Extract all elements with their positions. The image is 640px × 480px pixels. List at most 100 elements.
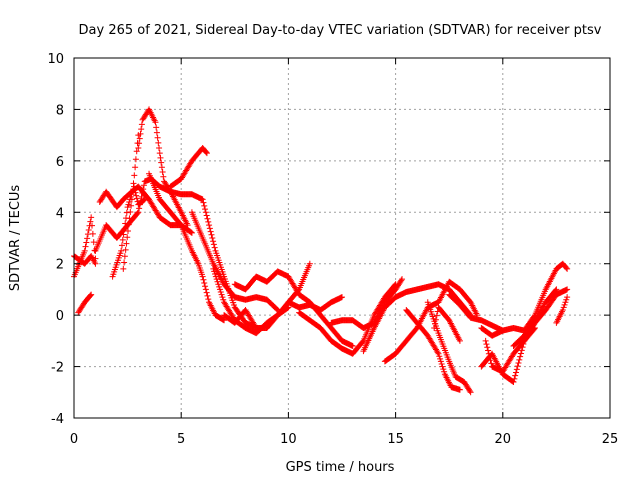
data-point xyxy=(284,305,291,312)
data-point xyxy=(138,126,145,133)
data-point xyxy=(119,236,126,243)
data-point xyxy=(136,140,143,147)
y-tick-label: 2 xyxy=(56,258,64,273)
data-point xyxy=(273,306,280,313)
data-point xyxy=(85,226,92,233)
data-point xyxy=(120,231,127,238)
data-point xyxy=(519,344,526,351)
data-point xyxy=(211,244,218,251)
x-axis-label: GPS time / hours xyxy=(286,460,395,475)
data-point xyxy=(121,259,128,266)
data-point xyxy=(89,222,96,229)
data-point xyxy=(205,218,212,225)
x-tick-label: 10 xyxy=(280,432,297,447)
data-point xyxy=(512,369,519,376)
data-point xyxy=(206,225,213,232)
chart-title: Day 265 of 2021, Sidereal Day-to-day VTE… xyxy=(79,23,602,38)
data-point xyxy=(118,242,125,249)
data-point xyxy=(440,366,447,373)
data-point xyxy=(431,325,438,331)
data-point xyxy=(160,173,167,180)
data-point xyxy=(157,154,164,161)
data-point xyxy=(434,349,441,356)
data-point xyxy=(118,247,125,254)
data-point xyxy=(122,220,129,227)
data-point xyxy=(120,265,127,272)
data-point xyxy=(123,240,130,247)
y-tick-label: -4 xyxy=(51,412,64,427)
y-tick-label: 4 xyxy=(56,206,64,221)
data-point xyxy=(133,192,140,199)
data-point xyxy=(203,212,210,219)
data-point xyxy=(559,307,566,313)
data-point xyxy=(399,276,406,283)
data-point xyxy=(90,239,97,246)
x-tick-label: 20 xyxy=(495,432,512,447)
data-point xyxy=(212,273,219,280)
data-point xyxy=(483,341,490,348)
data-point xyxy=(152,119,159,126)
data-point xyxy=(306,260,313,267)
data-point xyxy=(204,215,211,222)
data-point xyxy=(128,202,135,209)
data-point xyxy=(513,366,520,373)
data-point xyxy=(210,241,217,248)
data-point xyxy=(121,253,128,260)
data-point xyxy=(552,287,559,294)
data-point xyxy=(433,312,440,319)
data-point xyxy=(562,299,569,306)
data-point xyxy=(84,235,91,242)
data-point xyxy=(156,145,163,151)
data-point xyxy=(349,343,356,349)
data-point xyxy=(221,317,228,324)
data-point xyxy=(124,234,131,241)
data-point xyxy=(136,135,143,142)
data-point xyxy=(199,196,206,203)
data-point xyxy=(207,228,214,235)
data-point xyxy=(219,294,226,301)
data-point xyxy=(83,239,90,246)
data-point xyxy=(159,169,166,175)
data-point xyxy=(140,182,147,189)
y-tick-label: -2 xyxy=(51,361,64,376)
data-point xyxy=(208,231,215,238)
data-point xyxy=(81,247,88,254)
data-point xyxy=(563,264,570,271)
data-point xyxy=(564,265,571,272)
data-point xyxy=(215,281,222,288)
data-point xyxy=(564,286,571,293)
data-point xyxy=(201,202,208,209)
data-point xyxy=(206,222,213,229)
data-point xyxy=(88,291,95,298)
x-tick-label: 0 xyxy=(70,432,78,447)
data-point xyxy=(128,191,135,198)
y-axis-label: SDTVAR / TECUs xyxy=(8,185,23,292)
data-point xyxy=(435,350,442,357)
data-point xyxy=(132,156,139,163)
data-point xyxy=(488,360,495,367)
data-point xyxy=(87,292,94,299)
data-point xyxy=(204,292,211,299)
data-point xyxy=(134,210,141,217)
data-point xyxy=(127,209,134,216)
data-point xyxy=(87,218,94,225)
data-point xyxy=(439,363,446,370)
data-point xyxy=(553,286,560,293)
data-point xyxy=(285,304,292,311)
data-point xyxy=(158,164,165,171)
data-point xyxy=(126,199,133,205)
data-point xyxy=(561,301,568,308)
data-point xyxy=(130,180,137,187)
x-tick-label: 5 xyxy=(177,432,185,447)
data-point xyxy=(154,134,161,141)
data-point xyxy=(398,277,405,284)
data-point xyxy=(200,199,207,206)
data-point xyxy=(511,375,518,382)
data-point xyxy=(211,268,218,275)
data-point xyxy=(125,221,132,228)
data-point xyxy=(199,273,206,280)
data-point xyxy=(517,353,524,360)
data-point xyxy=(216,283,223,290)
data-point xyxy=(138,193,145,200)
